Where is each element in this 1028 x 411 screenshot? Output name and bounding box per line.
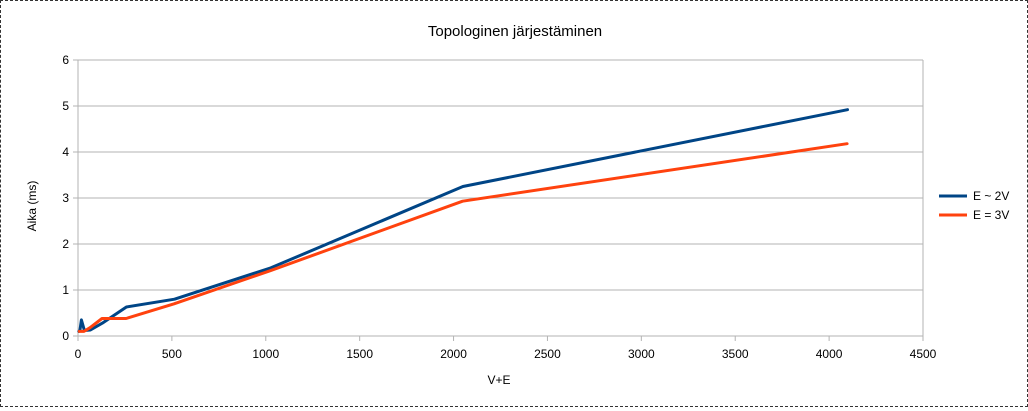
y-tick-label: 5 (62, 99, 69, 113)
x-tick-label: 0 (75, 347, 82, 361)
tick-labels: 0 1 2 3 4 5 6 0 500 1000 1500 2000 2500 3000 3500 4000 4… (62, 53, 936, 361)
y-tick-label: 4 (62, 145, 69, 159)
legend: E ~ 2V E = 3V (939, 189, 1009, 222)
y-tick-label: 6 (62, 53, 69, 67)
gridlines (73, 59, 924, 341)
y-tick-label: 2 (62, 237, 69, 251)
x-tick-label: 2000 (440, 347, 467, 361)
y-tick-label: 1 (62, 283, 69, 297)
y-axis-label: Aika (ms) (25, 181, 39, 232)
x-axis-label: V+E (487, 373, 510, 387)
x-tick-label: 4500 (910, 347, 937, 361)
series-group (77, 108, 849, 333)
x-tick-label: 4000 (816, 347, 843, 361)
legend-label-2: E = 3V (973, 208, 1009, 222)
x-tick-label: 1500 (346, 347, 373, 361)
chart-title: Topologinen järjestäminen (428, 23, 602, 40)
y-tick-label: 3 (62, 191, 69, 205)
x-tick-label: 3500 (722, 347, 749, 361)
series-line-1 (77, 108, 849, 333)
x-tick-label: 1000 (252, 347, 279, 361)
x-tick-label: 500 (162, 347, 182, 361)
y-tick-label: 0 (62, 329, 69, 343)
x-tick-label: 3000 (628, 347, 655, 361)
legend-label-1: E ~ 2V (973, 189, 1009, 203)
x-tick-label: 2500 (534, 347, 561, 361)
series-line-2 (77, 142, 849, 333)
